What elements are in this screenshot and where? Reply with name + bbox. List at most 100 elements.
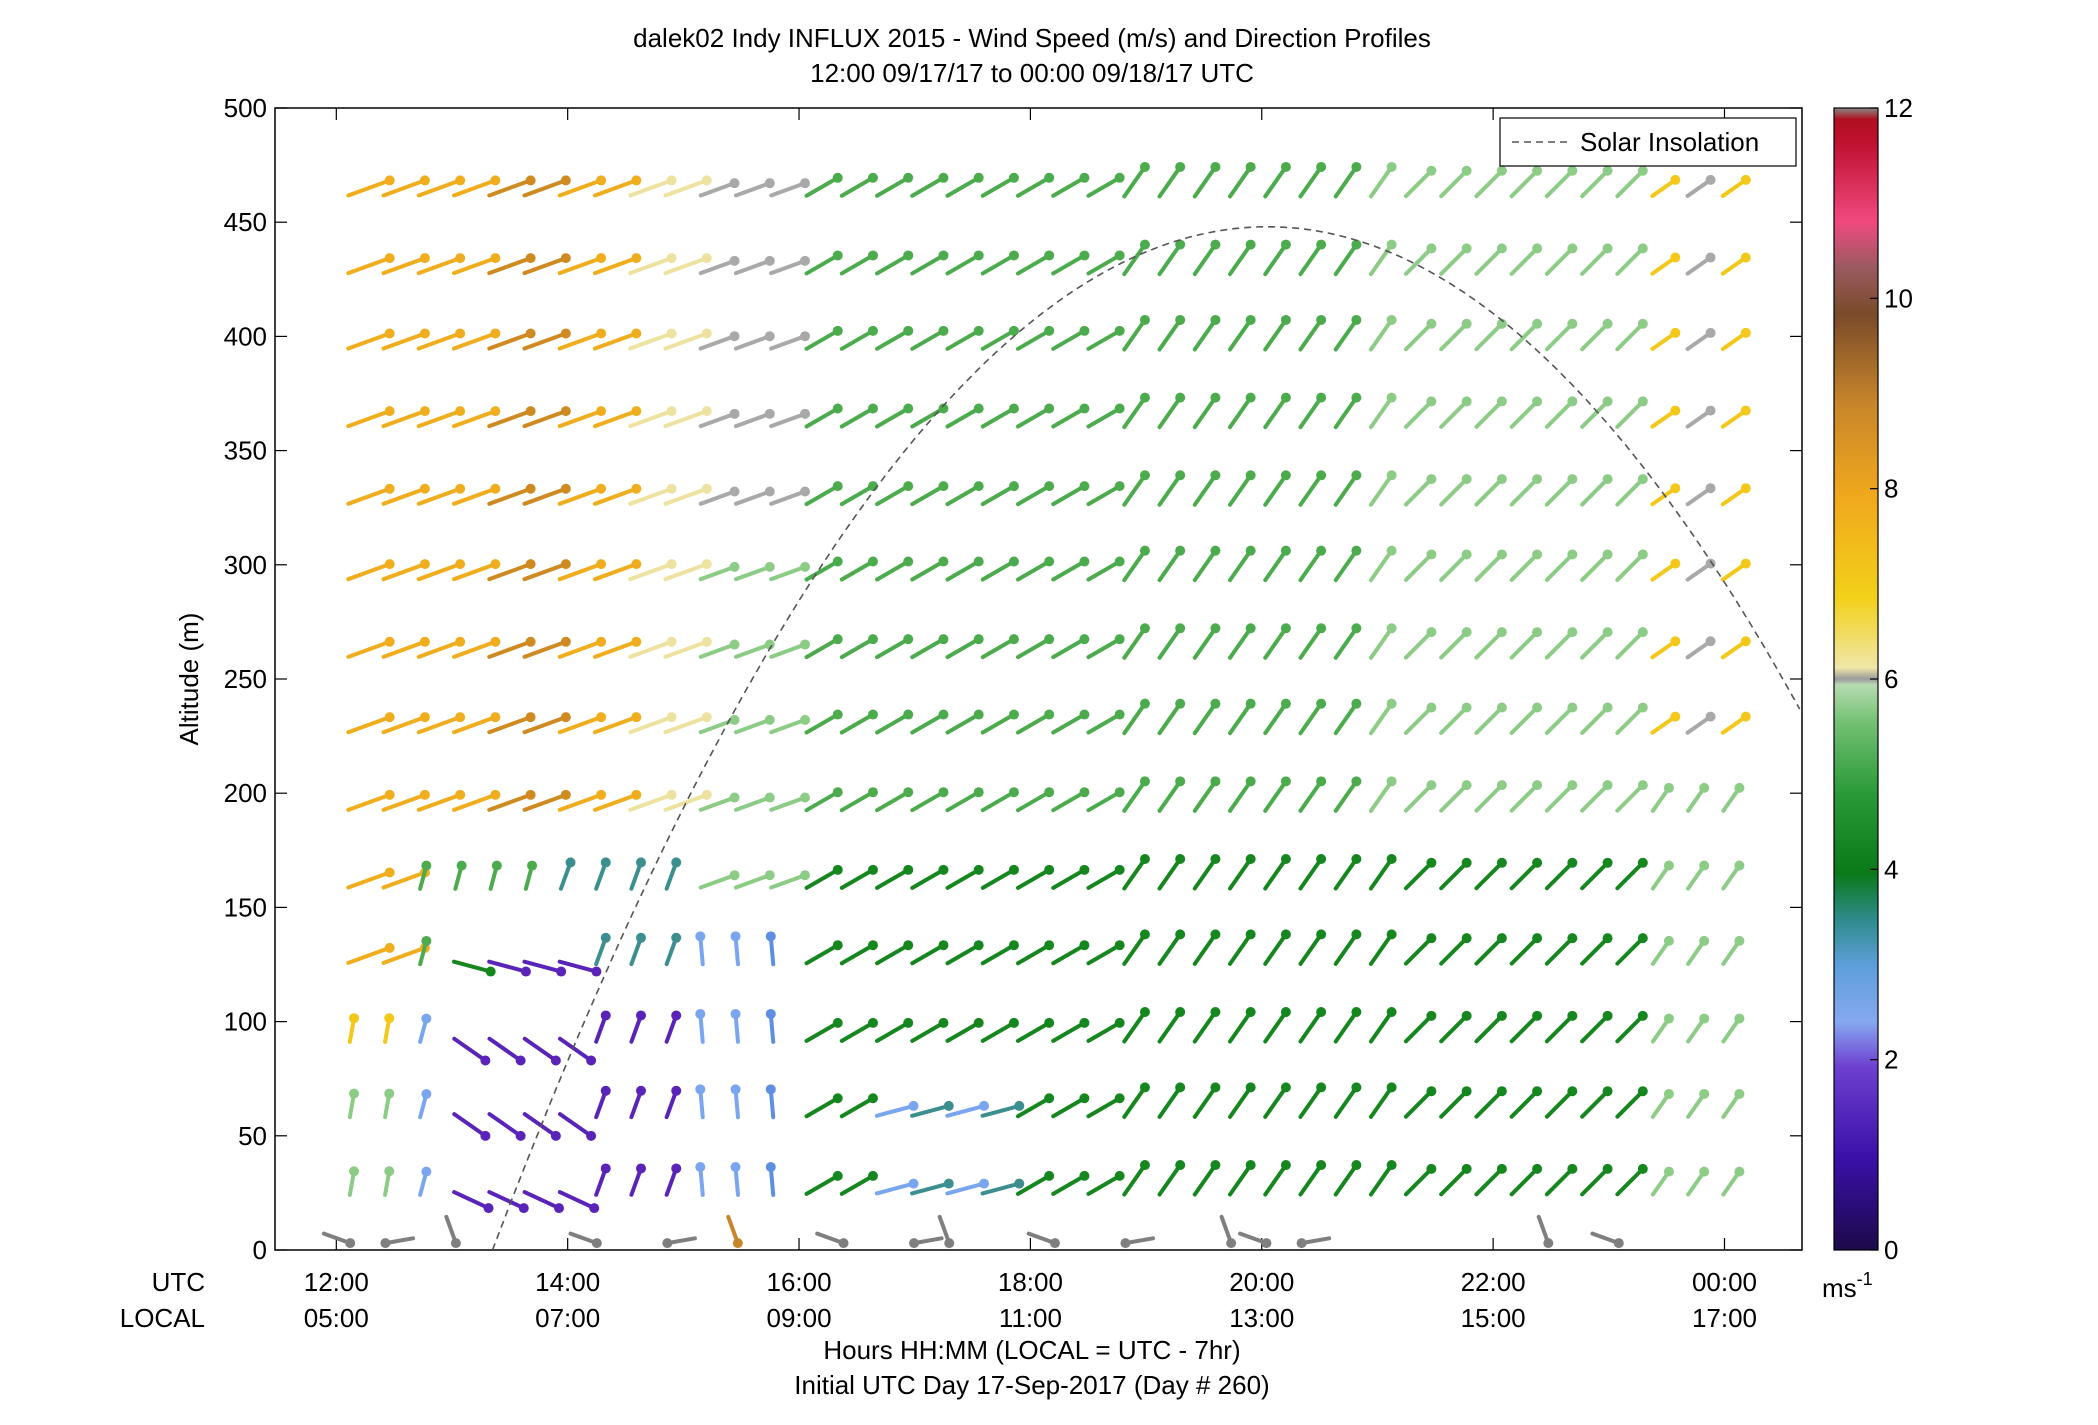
wind-barb-head <box>349 1088 360 1099</box>
wind-barb-head <box>384 942 395 953</box>
wind-barb-head <box>419 712 430 723</box>
wind-barb-head <box>1567 1163 1578 1174</box>
wind-barb-shaft <box>1263 856 1288 891</box>
wind-barb-head <box>1139 1082 1150 1093</box>
wind-barb-shaft <box>1474 168 1504 199</box>
wind-barb-head <box>384 253 395 264</box>
wind-barb-head <box>1705 405 1716 416</box>
wind-barb-head <box>1280 698 1291 709</box>
wind-barb-shaft <box>980 1103 1022 1118</box>
y-tick-label: 300 <box>224 550 267 580</box>
wind-barb-head <box>1461 1163 1472 1174</box>
wind-barb-head <box>1210 314 1221 325</box>
wind-barb-head <box>1461 1086 1472 1097</box>
wind-barb-shaft <box>1192 242 1218 277</box>
wind-barb-head <box>1496 1163 1507 1174</box>
wind-barb-head <box>1532 702 1543 713</box>
wind-barb-head <box>1602 165 1613 176</box>
wind-barb-head <box>867 940 878 951</box>
wind-barb-shaft <box>945 1181 987 1196</box>
wind-barb-shaft <box>1298 626 1324 660</box>
wind-barb-head <box>1316 545 1327 556</box>
wind-barb-shaft <box>1192 1010 1218 1044</box>
wind-barb-head <box>419 636 430 647</box>
wind-barb-shaft <box>1192 1163 1218 1197</box>
wind-barb-head <box>1316 929 1327 940</box>
wind-barb-head <box>701 712 712 723</box>
wind-barb-shaft <box>522 639 568 659</box>
wind-barb-shaft <box>839 1173 875 1196</box>
wind-barb-head <box>832 481 843 492</box>
wind-barb-shaft <box>1509 321 1540 352</box>
wind-barb-shaft <box>698 258 737 276</box>
wind-barb-shaft <box>1051 867 1087 890</box>
colorbar-unit-exponent: -1 <box>1857 1269 1873 1289</box>
wind-barb-head <box>973 403 984 414</box>
y-tick-label: 200 <box>224 778 267 808</box>
wind-barb-shaft <box>1051 943 1087 966</box>
wind-barb-shaft <box>980 253 1016 276</box>
wind-barb-head <box>1705 711 1716 722</box>
wind-barb-head <box>1602 780 1613 791</box>
wind-barb-head <box>1316 698 1327 709</box>
wind-barb-shaft <box>663 331 709 351</box>
wind-barb-head <box>560 328 571 339</box>
wind-barb-head <box>1079 481 1090 492</box>
wind-barb-shaft <box>1333 548 1359 583</box>
wind-barb-shaft <box>910 1020 946 1043</box>
wind-barb-head <box>1280 623 1291 634</box>
wind-barb-head <box>1734 782 1745 793</box>
wind-barb-shaft <box>804 637 840 660</box>
wind-barb-head <box>973 172 984 183</box>
wind-barb-shaft <box>452 1112 488 1138</box>
wind-barb-head <box>1280 1082 1291 1093</box>
wind-barb-head <box>1426 474 1437 485</box>
wind-barb-head <box>1316 314 1327 325</box>
wind-barb-shaft <box>804 1020 840 1043</box>
wind-barb-shaft <box>1298 856 1324 891</box>
wind-barb-head <box>384 328 395 339</box>
wind-barb-head <box>1114 481 1125 492</box>
wind-barb-shaft <box>1368 1010 1394 1044</box>
wind-barb-head <box>764 486 775 497</box>
wind-barb-shaft <box>804 406 840 429</box>
wind-barb-head <box>701 328 712 339</box>
wind-barb-head <box>938 481 949 492</box>
wind-barb-head <box>1114 940 1125 951</box>
wind-barb-head <box>1602 857 1613 868</box>
wind-barb-head <box>1567 318 1578 329</box>
wind-barb-head <box>1734 1166 1745 1177</box>
wind-barb-shaft <box>698 795 737 812</box>
wind-barb-shaft <box>804 175 840 198</box>
wind-barb-head <box>1139 776 1150 787</box>
wind-barb-shaft <box>1368 701 1394 736</box>
wind-barb-head <box>903 172 914 183</box>
wind-barb-head <box>421 1166 432 1177</box>
wind-barb-head <box>938 250 949 261</box>
wind-barb-shaft <box>839 637 875 660</box>
wind-barb-shaft <box>522 1190 562 1211</box>
wind-barb-shaft <box>945 867 981 890</box>
wind-barb-shaft <box>1333 1085 1359 1119</box>
wind-barb-head <box>1670 711 1681 722</box>
wind-barb-head <box>1079 787 1090 798</box>
wind-barb-shaft <box>1015 867 1052 890</box>
wind-barb-head <box>560 559 571 570</box>
wind-barb-head <box>1740 327 1751 338</box>
wind-barb-head <box>832 864 843 875</box>
wind-barb-head <box>1008 172 1019 183</box>
wind-barb-head <box>1426 702 1437 713</box>
wind-barb-head <box>671 1010 682 1021</box>
wind-barb-shaft <box>557 959 599 974</box>
wind-barb-head <box>1280 239 1291 250</box>
wind-barb-head <box>1496 318 1507 329</box>
wind-barb-head <box>631 636 642 647</box>
wind-barb-head <box>1386 239 1397 250</box>
surface-wind-head <box>944 1238 955 1249</box>
wind-barb-shaft <box>557 1190 597 1211</box>
wind-barb-shaft <box>1580 477 1610 507</box>
wind-barb-shaft <box>1015 175 1052 198</box>
wind-barb-shaft <box>698 489 737 506</box>
wind-barb-head <box>1079 709 1090 720</box>
wind-barb-head <box>1461 318 1472 329</box>
